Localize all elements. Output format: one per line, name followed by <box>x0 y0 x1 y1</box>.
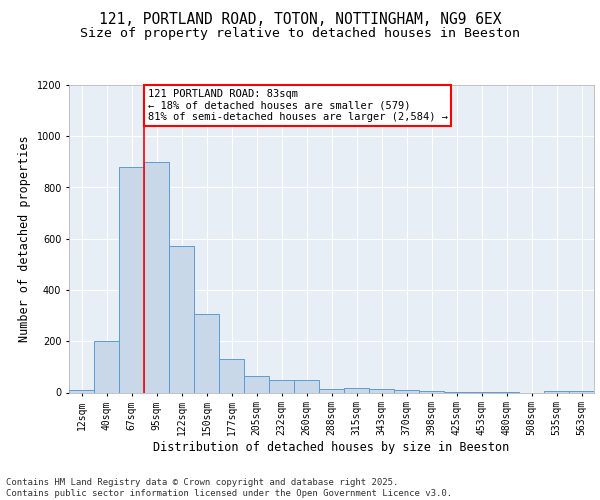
Bar <box>544 391 569 392</box>
Bar <box>419 391 444 392</box>
Bar <box>369 388 394 392</box>
Text: Contains HM Land Registry data © Crown copyright and database right 2025.
Contai: Contains HM Land Registry data © Crown c… <box>6 478 452 498</box>
Bar <box>569 391 594 392</box>
X-axis label: Distribution of detached houses by size in Beeston: Distribution of detached houses by size … <box>154 441 509 454</box>
Bar <box>119 167 144 392</box>
Bar <box>169 246 194 392</box>
Bar <box>394 390 419 392</box>
Bar <box>294 380 319 392</box>
Bar <box>194 314 219 392</box>
Bar <box>94 341 119 392</box>
Text: Size of property relative to detached houses in Beeston: Size of property relative to detached ho… <box>80 28 520 40</box>
Y-axis label: Number of detached properties: Number of detached properties <box>18 136 31 342</box>
Bar <box>144 162 169 392</box>
Bar <box>319 388 344 392</box>
Bar <box>219 359 244 392</box>
Bar <box>244 376 269 392</box>
Bar <box>69 390 94 392</box>
Text: 121, PORTLAND ROAD, TOTON, NOTTINGHAM, NG9 6EX: 121, PORTLAND ROAD, TOTON, NOTTINGHAM, N… <box>99 12 501 28</box>
Bar <box>269 380 294 392</box>
Bar <box>344 388 369 392</box>
Text: 121 PORTLAND ROAD: 83sqm
← 18% of detached houses are smaller (579)
81% of semi-: 121 PORTLAND ROAD: 83sqm ← 18% of detach… <box>148 89 448 122</box>
